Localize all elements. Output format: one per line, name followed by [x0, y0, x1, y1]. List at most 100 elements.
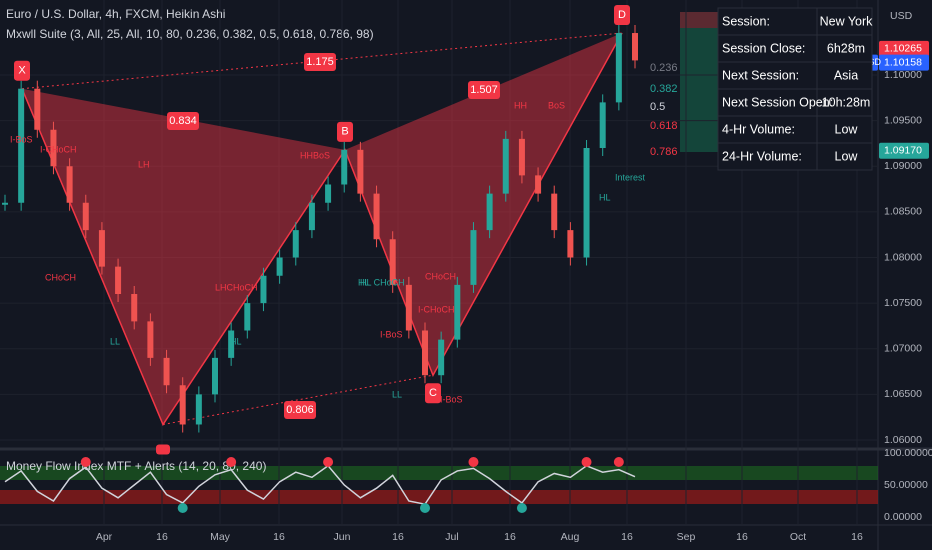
price-tick-label: 1.08500 — [884, 206, 922, 218]
price-axis-bg — [878, 0, 932, 550]
structure-label: CHoCH — [45, 272, 76, 282]
price-tick-label: 1.09500 — [884, 114, 922, 126]
pattern-point-box — [14, 60, 30, 81]
candle — [373, 193, 380, 240]
table-value: 10h:28m — [822, 95, 871, 109]
ratio-box — [468, 81, 500, 99]
price-tick-label: 1.09000 — [884, 160, 922, 172]
pattern-point-box — [337, 121, 353, 142]
candle — [389, 239, 396, 285]
ratio-label: 1.175 — [306, 56, 334, 68]
candle — [18, 88, 25, 203]
mfi-line — [4, 464, 636, 506]
candle — [502, 138, 509, 194]
structure-label: BoS — [548, 100, 565, 110]
table-row — [717, 34, 873, 63]
price-tag — [879, 142, 929, 159]
price-tag — [879, 40, 929, 57]
mfi-title: Money Flow Index MTF + Alerts (14, 20, 8… — [6, 459, 266, 473]
structure-label: HL — [230, 336, 242, 346]
price-tick-label: 1.08000 — [884, 251, 922, 263]
structure-label: I-CHoCH — [418, 304, 455, 314]
candle — [147, 321, 154, 358]
structure-label: LH — [138, 159, 150, 169]
table-value: Asia — [834, 68, 858, 82]
mfi-alert — [323, 457, 334, 467]
pattern-point-label: D — [618, 9, 626, 21]
structure-label: I-BoS — [10, 134, 33, 144]
mfi-alert — [420, 503, 430, 513]
pattern-xab — [22, 88, 345, 425]
candle — [325, 184, 332, 203]
candle — [163, 357, 170, 386]
table-key: Next Session Open: — [722, 95, 833, 109]
table-row — [717, 115, 873, 144]
structure-label: HL — [358, 277, 370, 287]
candle — [66, 166, 73, 203]
time-tick-label: Oct — [790, 531, 806, 543]
pattern-point-box — [425, 383, 441, 404]
fib-level: 0.786 — [650, 146, 678, 158]
mfi-alert — [613, 457, 624, 467]
structure-label: HH — [514, 100, 527, 110]
mfi-alert — [581, 457, 592, 467]
price-tick-label: 1.06000 — [884, 434, 922, 446]
structure-label: BoS — [313, 150, 330, 160]
candle — [438, 339, 445, 376]
candle — [34, 88, 41, 130]
candle — [50, 129, 57, 167]
candle — [131, 294, 138, 322]
table-key: Session Close: — [722, 41, 805, 55]
candle — [341, 149, 348, 185]
mfi-tick-label: 50.00000 — [884, 479, 928, 491]
candle — [228, 330, 235, 358]
candle — [292, 230, 299, 258]
structure-label: LHCHoCH — [215, 282, 258, 292]
table-key: Next Session: — [722, 68, 799, 82]
candle — [82, 202, 89, 231]
time-tick-label: Jul — [445, 531, 458, 543]
time-tick-label: Sep — [677, 531, 696, 543]
mfi-alert — [177, 503, 188, 513]
price-tag — [879, 54, 929, 71]
structure-label: CHoCH — [425, 271, 456, 281]
structure-label: I-CHoCH — [40, 144, 77, 154]
candle — [244, 303, 251, 331]
structure-label: I-BoS — [440, 394, 463, 404]
mfi-alert — [516, 503, 527, 513]
structure-label: HL CHoCH — [360, 277, 405, 287]
table-value: 6h28m — [827, 41, 865, 55]
price-tag-label: 1.10158 — [884, 56, 922, 68]
symbol-title: Euro / U.S. Dollar, 4h, FXCM, Heikin Ash… — [6, 7, 225, 21]
ratio-box — [284, 401, 316, 419]
candle — [599, 102, 606, 148]
candle — [518, 138, 525, 176]
structure-label: HH — [300, 150, 313, 160]
time-tick-label: 16 — [156, 531, 168, 543]
candle — [470, 230, 477, 285]
candle — [260, 275, 267, 304]
fib-level: 0.236 — [650, 62, 678, 74]
price-tag-label: 1.10265 — [884, 43, 922, 55]
candle — [615, 33, 622, 103]
pattern-ac — [162, 374, 434, 425]
stop-box — [680, 12, 718, 28]
table-key: Session: — [722, 14, 770, 28]
price-tick-label: 1.06500 — [884, 388, 922, 400]
structure-label: HL — [599, 192, 611, 202]
table-key: 4-Hr Volume: — [722, 122, 795, 136]
mfi-tick-label: 0.00000 — [884, 511, 922, 523]
candle — [632, 33, 638, 61]
time-tick-label: 16 — [273, 531, 285, 543]
candle — [422, 330, 428, 376]
candle — [454, 284, 461, 340]
fib-level: 0.5 — [650, 101, 665, 113]
price-tick-label: 1.07500 — [884, 297, 922, 309]
table-value: Low — [835, 122, 859, 136]
ratio-label: 0.834 — [169, 115, 197, 127]
indicator-title: Mxwll Suite (3, All, 25, All, 10, 80, 0.… — [6, 27, 374, 41]
oversold-band — [0, 490, 878, 504]
candle — [405, 284, 412, 331]
pattern-point-box — [614, 5, 630, 26]
mfi-alert — [468, 457, 479, 467]
